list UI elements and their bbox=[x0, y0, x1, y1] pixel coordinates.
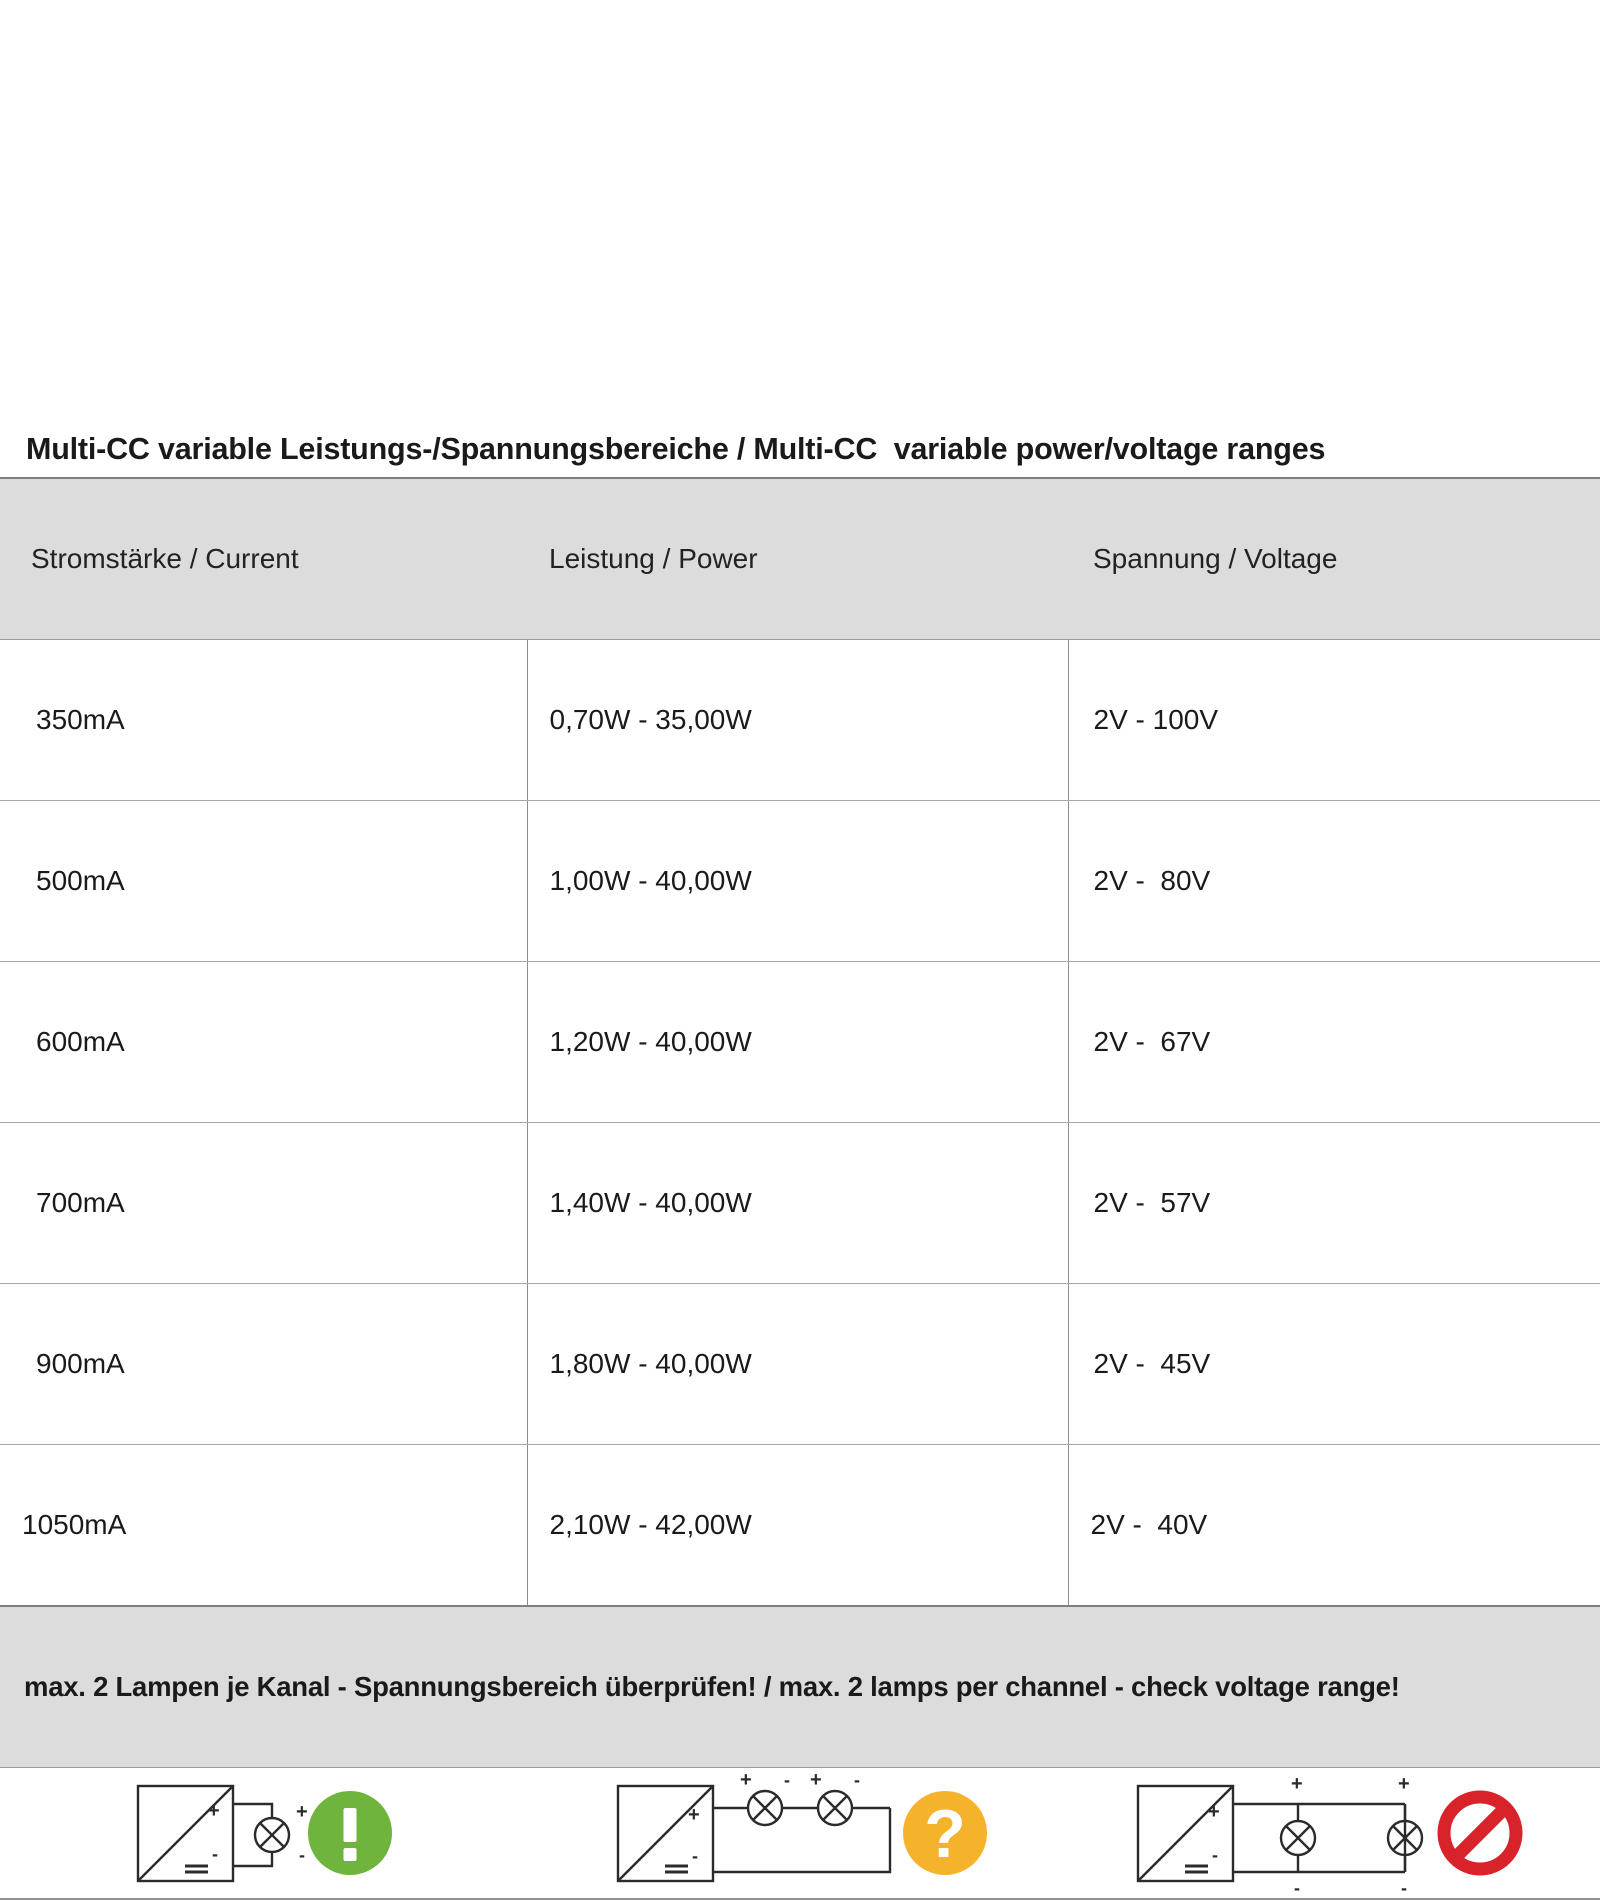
lamp-plus-label: + bbox=[740, 1769, 752, 1791]
lamp-minus-label: - bbox=[784, 1770, 790, 1790]
status-icon-forbidden bbox=[1437, 1790, 1523, 1876]
lamp-plus-label: + bbox=[296, 1801, 308, 1823]
wire-positive bbox=[233, 1802, 274, 1818]
column-header-power: Leistung / Power bbox=[527, 477, 1068, 640]
driver-plus-label: + bbox=[688, 1804, 700, 1826]
driver-minus-label: - bbox=[1212, 1845, 1218, 1865]
lamp-plus-label: + bbox=[810, 1769, 822, 1791]
lamp-plus-label: + bbox=[1398, 1773, 1410, 1795]
cell-power: 1,40W - 40,00W bbox=[527, 1122, 1069, 1284]
status-icon-caution: ? bbox=[903, 1791, 987, 1875]
status-icon-ok bbox=[308, 1791, 392, 1875]
driver-plus-label: + bbox=[1208, 1801, 1220, 1823]
driver-minus-label: - bbox=[692, 1846, 698, 1866]
column-header-current-label: Stromstärke / Current bbox=[31, 543, 299, 574]
wire-return bbox=[713, 1808, 892, 1874]
cell-power: 2,10W - 42,00W bbox=[527, 1444, 1069, 1607]
column-header-voltage: Spannung / Voltage bbox=[1068, 477, 1600, 640]
table-header-row: Stromstärke / Current Leistung / Power S… bbox=[0, 477, 1600, 640]
table-row: 700mA 1,40W - 40,00W 2V - 57V bbox=[0, 1122, 1600, 1284]
lamp-plus-label: + bbox=[1291, 1773, 1303, 1795]
lamp-minus-label: - bbox=[854, 1770, 860, 1790]
column-header-current: Stromstärke / Current bbox=[0, 477, 527, 640]
wiring-diagram-parallel-lamps: + - + - + - bbox=[1120, 1768, 1540, 1898]
wire-negative bbox=[233, 1852, 274, 1868]
cell-current: 600mA bbox=[0, 961, 528, 1123]
warning-text: max. 2 Lampen je Kanal - Spannungsbereic… bbox=[24, 1671, 1400, 1702]
cell-voltage: 2V - 67V bbox=[1068, 961, 1600, 1123]
cell-current: 350mA bbox=[0, 639, 528, 801]
cell-power: 1,80W - 40,00W bbox=[527, 1283, 1069, 1445]
lamp-minus-label: - bbox=[299, 1845, 305, 1865]
cell-voltage: 2V - 80V bbox=[1068, 800, 1600, 962]
lamp-minus-label: - bbox=[1294, 1878, 1300, 1898]
cell-voltage: 2V - 45V bbox=[1068, 1283, 1600, 1445]
question-glyph: ? bbox=[924, 1796, 966, 1872]
cell-power: 1,00W - 40,00W bbox=[527, 800, 1069, 962]
driver-minus-label: - bbox=[212, 1844, 218, 1864]
cell-power: 0,70W - 35,00W bbox=[527, 639, 1069, 801]
warning-cell: max. 2 Lampen je Kanal - Spannungsbereic… bbox=[0, 1606, 1600, 1768]
table-row: 900mA 1,80W - 40,00W 2V - 45V bbox=[0, 1283, 1600, 1445]
warning-row: max. 2 Lampen je Kanal - Spannungsbereic… bbox=[0, 1606, 1600, 1768]
cell-current: 500mA bbox=[0, 800, 528, 962]
wiring-diagram-series-lamps: + - + - + - ? bbox=[600, 1768, 1000, 1898]
cell-voltage: 2V - 40V bbox=[1068, 1444, 1600, 1607]
cell-current: 900mA bbox=[0, 1283, 528, 1445]
cell-current: 1050mA bbox=[0, 1444, 528, 1607]
column-header-power-label: Leistung / Power bbox=[549, 543, 758, 574]
table-row: 600mA 1,20W - 40,00W 2V - 67V bbox=[0, 961, 1600, 1123]
table-row: 1050mA 2,10W - 42,00W 2V - 40V bbox=[0, 1444, 1600, 1607]
lamp-minus-label: - bbox=[1401, 1878, 1407, 1898]
cell-voltage: 2V - 100V bbox=[1068, 639, 1600, 801]
table-row: 500mA 1,00W - 40,00W 2V - 80V bbox=[0, 800, 1600, 962]
cell-voltage: 2V - 57V bbox=[1068, 1122, 1600, 1284]
power-voltage-range-table: Stromstärke / Current Leistung / Power S… bbox=[0, 477, 1600, 1768]
driver-plus-label: + bbox=[208, 1800, 220, 1822]
wiring-diagram-single-lamp: + - + - bbox=[120, 1768, 440, 1898]
page-title: Multi-CC variable Leistungs-/Spannungsbe… bbox=[0, 424, 1600, 477]
wiring-diagram-strip: + - + - bbox=[0, 1768, 1600, 1900]
table-row: 350mA 0,70W - 35,00W 2V - 100V bbox=[0, 639, 1600, 801]
cell-current: 700mA bbox=[0, 1122, 528, 1284]
cell-power: 1,20W - 40,00W bbox=[527, 961, 1069, 1123]
multi-cc-spec-sheet: Multi-CC variable Leistungs-/Spannungsbe… bbox=[0, 424, 1600, 1900]
column-header-voltage-label: Spannung / Voltage bbox=[1093, 543, 1338, 574]
